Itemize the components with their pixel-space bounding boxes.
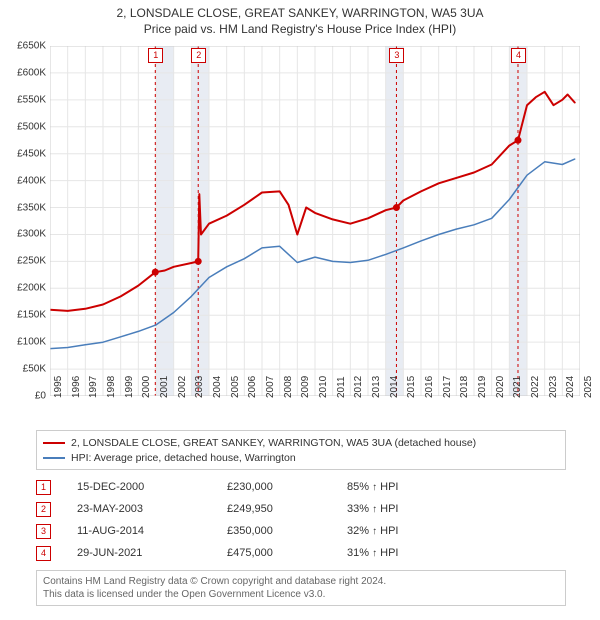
y-tick-label: £650K — [17, 41, 46, 52]
marker-badge: 1 — [36, 480, 51, 495]
y-tick-label: £350K — [17, 202, 46, 213]
arrow-up-icon: ↑ — [372, 504, 377, 515]
cell-price: £350,000 — [227, 525, 347, 537]
x-tick-label: 2025 — [583, 376, 594, 398]
chart-marker-badge: 3 — [389, 48, 404, 63]
title-line-1: 2, LONSDALE CLOSE, GREAT SANKEY, WARRING… — [0, 6, 600, 20]
chart-svg — [50, 46, 580, 396]
x-tick-label: 2017 — [442, 376, 453, 398]
x-tick-label: 2018 — [459, 376, 470, 398]
footer-line-1: Contains HM Land Registry data © Crown c… — [43, 575, 559, 588]
x-tick-label: 2002 — [177, 376, 188, 398]
x-tick-label: 2023 — [548, 376, 559, 398]
y-tick-label: £0 — [35, 391, 46, 402]
y-tick-label: £50K — [23, 364, 46, 375]
marker-badge: 2 — [36, 502, 51, 517]
table-row: 3 11-AUG-2014 £350,000 32% ↑ HPI — [36, 520, 566, 542]
arrow-up-icon: ↑ — [372, 482, 377, 493]
x-tick-label: 2000 — [141, 376, 152, 398]
cell-price: £230,000 — [227, 481, 347, 493]
y-tick-label: £150K — [17, 310, 46, 321]
x-tick-label: 2022 — [530, 376, 541, 398]
x-tick-label: 2008 — [283, 376, 294, 398]
marker-badge: 3 — [36, 524, 51, 539]
cell-price: £249,950 — [227, 503, 347, 515]
y-tick-label: £100K — [17, 337, 46, 348]
chart-marker-badge: 4 — [511, 48, 526, 63]
transactions-table: 1 15-DEC-2000 £230,000 85% ↑ HPI 2 23-MA… — [36, 476, 566, 564]
x-tick-label: 2007 — [265, 376, 276, 398]
y-tick-label: £400K — [17, 175, 46, 186]
cell-date: 15-DEC-2000 — [77, 481, 227, 493]
y-tick-label: £500K — [17, 121, 46, 132]
arrow-up-icon: ↑ — [372, 548, 377, 559]
x-tick-label: 2013 — [371, 376, 382, 398]
x-tick-label: 2012 — [353, 376, 364, 398]
cell-pct: 32% ↑ HPI — [347, 525, 497, 537]
cell-pct: 31% ↑ HPI — [347, 547, 497, 559]
x-tick-label: 2019 — [477, 376, 488, 398]
x-tick-label: 2021 — [512, 376, 523, 398]
legend-item-price-paid: 2, LONSDALE CLOSE, GREAT SANKEY, WARRING… — [43, 435, 559, 450]
table-row: 4 29-JUN-2021 £475,000 31% ↑ HPI — [36, 542, 566, 564]
table-row: 2 23-MAY-2003 £249,950 33% ↑ HPI — [36, 498, 566, 520]
title-line-2: Price paid vs. HM Land Registry's House … — [0, 22, 600, 36]
cell-pct: 85% ↑ HPI — [347, 481, 497, 493]
cell-date: 23-MAY-2003 — [77, 503, 227, 515]
x-tick-label: 2020 — [495, 376, 506, 398]
x-tick-label: 2004 — [212, 376, 223, 398]
footer: Contains HM Land Registry data © Crown c… — [36, 570, 566, 606]
x-tick-label: 2016 — [424, 376, 435, 398]
y-tick-label: £450K — [17, 148, 46, 159]
chart-title: 2, LONSDALE CLOSE, GREAT SANKEY, WARRING… — [0, 0, 600, 36]
table-row: 1 15-DEC-2000 £230,000 85% ↑ HPI — [36, 476, 566, 498]
x-tick-label: 1995 — [53, 376, 64, 398]
legend-label: 2, LONSDALE CLOSE, GREAT SANKEY, WARRING… — [71, 437, 476, 449]
arrow-up-icon: ↑ — [372, 526, 377, 537]
x-tick-label: 1998 — [106, 376, 117, 398]
x-tick-label: 2009 — [300, 376, 311, 398]
x-tick-label: 2010 — [318, 376, 329, 398]
y-tick-label: £300K — [17, 229, 46, 240]
y-tick-label: £600K — [17, 67, 46, 78]
chart-marker-badge: 1 — [148, 48, 163, 63]
cell-price: £475,000 — [227, 547, 347, 559]
x-tick-label: 1996 — [71, 376, 82, 398]
x-tick-label: 2014 — [389, 376, 400, 398]
chart-area: £0£50K£100K£150K£200K£250K£300K£350K£400… — [50, 46, 580, 396]
legend-label: HPI: Average price, detached house, Warr… — [71, 452, 296, 464]
cell-pct: 33% ↑ HPI — [347, 503, 497, 515]
x-tick-label: 2001 — [159, 376, 170, 398]
marker-badge: 4 — [36, 546, 51, 561]
x-tick-label: 2024 — [565, 376, 576, 398]
x-tick-label: 2006 — [247, 376, 258, 398]
x-tick-label: 1999 — [124, 376, 135, 398]
y-tick-label: £250K — [17, 256, 46, 267]
legend-item-hpi: HPI: Average price, detached house, Warr… — [43, 450, 559, 465]
page: 2, LONSDALE CLOSE, GREAT SANKEY, WARRING… — [0, 0, 600, 620]
x-tick-label: 2003 — [194, 376, 205, 398]
x-tick-label: 2011 — [336, 376, 347, 398]
legend-swatch — [43, 457, 65, 459]
x-tick-label: 2015 — [406, 376, 417, 398]
legend-swatch — [43, 442, 65, 444]
chart-marker-badge: 2 — [191, 48, 206, 63]
x-tick-label: 2005 — [230, 376, 241, 398]
x-tick-label: 1997 — [88, 376, 99, 398]
cell-date: 29-JUN-2021 — [77, 547, 227, 559]
legend: 2, LONSDALE CLOSE, GREAT SANKEY, WARRING… — [36, 430, 566, 470]
y-tick-label: £550K — [17, 94, 46, 105]
y-tick-label: £200K — [17, 283, 46, 294]
footer-line-2: This data is licensed under the Open Gov… — [43, 588, 559, 601]
cell-date: 11-AUG-2014 — [77, 525, 227, 537]
